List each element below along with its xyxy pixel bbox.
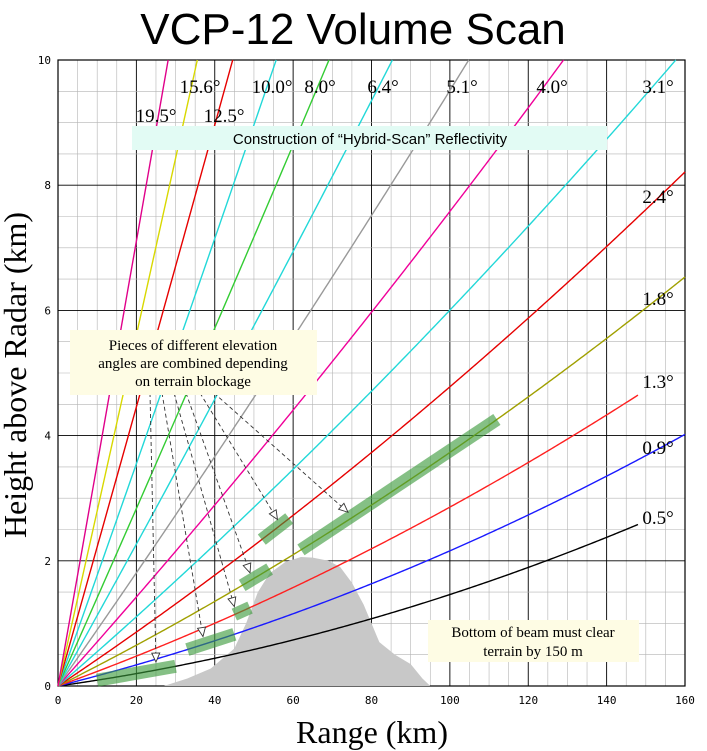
y-tick-label: 8 [44, 179, 51, 192]
y-tick-label: 2 [44, 555, 51, 568]
arrow-line-4 [199, 392, 278, 520]
x-tick-label: 80 [365, 694, 378, 707]
elevation-label: 19.5° [136, 106, 177, 127]
hybrid-segment-2 [231, 601, 253, 621]
arrow-line-1 [161, 392, 204, 637]
elevation-label: 0.9° [642, 438, 673, 459]
beam-line-1 [57, 433, 686, 687]
beam-line-5 [57, 59, 677, 687]
hybrid-segment-1 [185, 628, 237, 656]
annotations: Construction of “Hybrid-Scan” Reflectivi… [70, 126, 639, 662]
pieces-note-line: angles are combined depending [98, 356, 288, 372]
arrow-head-2 [227, 596, 237, 608]
elevation-label: 4.0° [536, 77, 567, 98]
beam-lines [57, 59, 686, 687]
x-tick-label: 160 [675, 694, 695, 707]
hybrid-segment-0 [96, 659, 177, 687]
beam-line-4 [57, 171, 686, 687]
x-tick-label: 40 [208, 694, 221, 707]
arrow-line-2 [173, 392, 235, 607]
arrow-line-3 [185, 392, 251, 573]
beam-note-box [428, 620, 639, 662]
hybrid-segment-4 [257, 513, 294, 545]
elevation-label: 1.8° [642, 289, 673, 310]
hybrid-segments [96, 414, 501, 687]
elevation-label: 5.1° [446, 77, 477, 98]
arrow-head-4 [268, 509, 279, 521]
terrain [163, 557, 431, 686]
banner-box [132, 126, 607, 150]
beam-note-line: terrain by 150 m [483, 644, 583, 660]
y-tick-label: 0 [44, 680, 51, 693]
y-tick-label: 6 [44, 304, 51, 317]
arrows [149, 392, 349, 664]
hybrid-segment-3 [238, 563, 273, 591]
arrow-head-3 [242, 562, 252, 574]
x-axis-label: Range (km) [296, 714, 448, 750]
y-axis-label: Height above Radar (km) [0, 212, 33, 538]
beam-line-2 [57, 394, 639, 687]
pieces-note-box [70, 330, 317, 395]
elevation-label: 10.0° [252, 77, 293, 98]
arrow-head-1 [196, 626, 207, 638]
elevation-label: 3.1° [642, 77, 673, 98]
beam-note-line: Bottom of beam must clear [451, 625, 614, 641]
x-tick-label: 0 [55, 694, 62, 707]
hybrid-segment-5 [297, 414, 501, 556]
x-tick-label: 140 [597, 694, 617, 707]
y-tick-label: 10 [38, 54, 51, 67]
banner-text: Construction of “Hybrid-Scan” Reflectivi… [233, 131, 508, 148]
arrow-line-0 [149, 392, 157, 663]
arrow-line-5 [213, 392, 349, 513]
chart-title: VCP-12 Volume Scan [140, 5, 566, 54]
pieces-note-line: Pieces of different elevation [109, 338, 278, 354]
arrow-head-0 [151, 652, 161, 664]
x-tick-label: 20 [130, 694, 143, 707]
elevation-label: 1.3° [642, 372, 673, 393]
elevation-label: 6.4° [367, 77, 398, 98]
x-tick-label: 100 [440, 694, 460, 707]
x-tick-label: 60 [287, 694, 300, 707]
elevation-label: 0.5° [642, 508, 673, 529]
terrain-shape [163, 557, 431, 686]
elevation-label: 12.5° [204, 106, 245, 127]
x-tick-label: 120 [518, 694, 538, 707]
elevation-labels: 0.5° 0.9° 1.3° 1.8° 2.4° 3.1° 4.0° 5.1° 6.4° 8.0°… [136, 77, 674, 529]
elevation-label: 15.6° [180, 77, 221, 98]
y-tick-label: 4 [44, 430, 51, 443]
elevation-label: 8.0° [304, 77, 335, 98]
arrow-head-5 [337, 502, 349, 513]
axis-ticks: 0 20 40 60 80 100 120 140 160 0 2 4 6 8 10 [38, 54, 695, 707]
pieces-note-line: on terrain blockage [135, 374, 251, 390]
elevation-label: 2.4° [642, 187, 673, 208]
